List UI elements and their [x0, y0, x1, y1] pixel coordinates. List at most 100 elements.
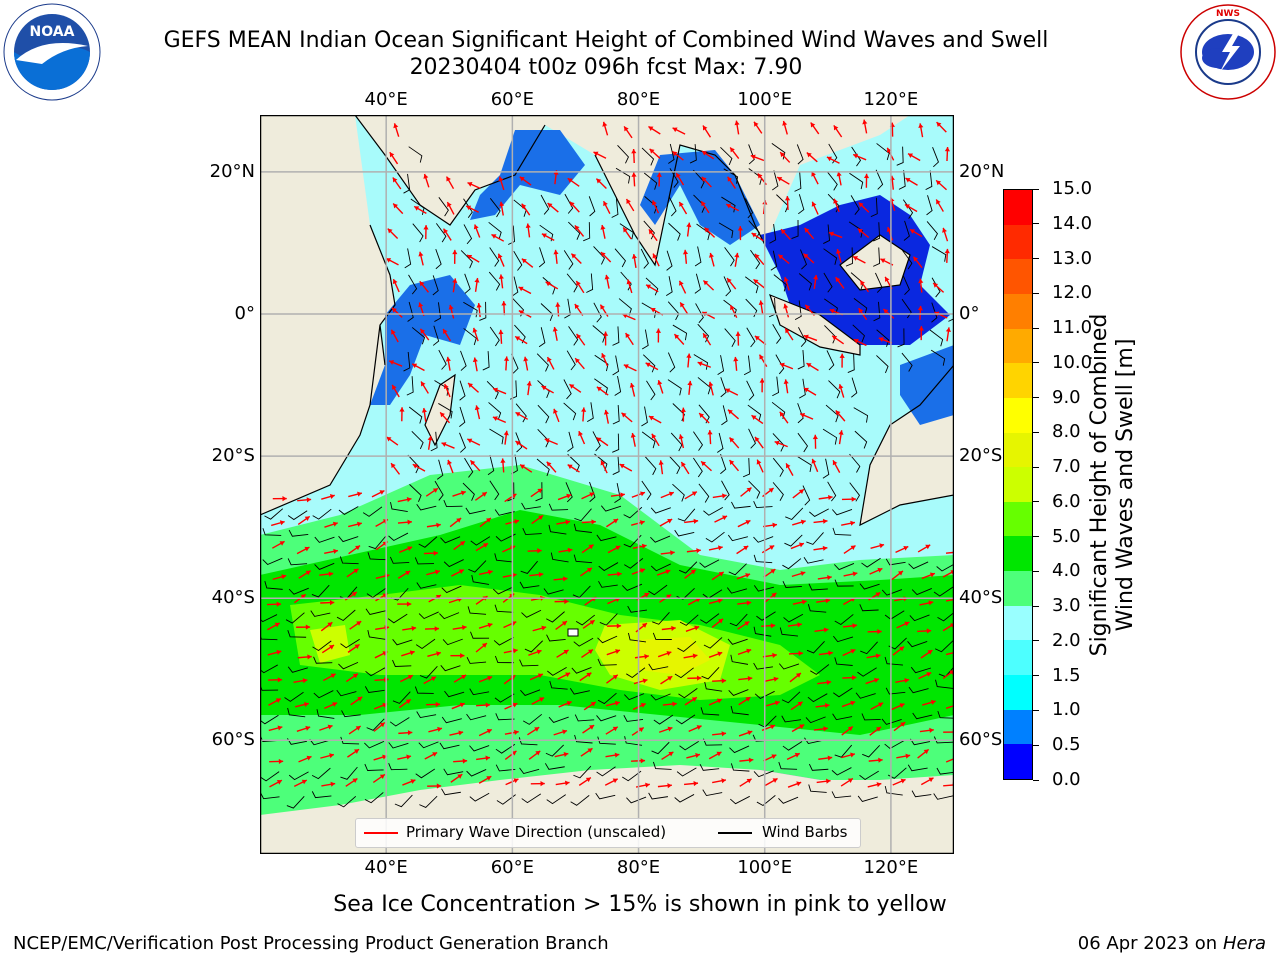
wind-barb — [784, 534, 803, 547]
wave-direction-arrowhead — [880, 258, 886, 264]
wind-barb — [668, 455, 681, 475]
wind-barb — [406, 376, 414, 396]
wind-barb — [366, 718, 385, 731]
wave-direction-arrowhead — [487, 675, 493, 681]
wind-barb — [717, 432, 724, 453]
wave-direction-arrowhead — [877, 567, 883, 573]
footer-date: 06 Apr 2023 on Hera — [1078, 933, 1266, 954]
wave-direction-arrowhead — [327, 622, 333, 627]
wave-direction-arrowhead — [695, 597, 701, 603]
wind-barb — [833, 635, 854, 643]
wave-direction-arrowhead — [576, 333, 582, 339]
wind-barb — [642, 354, 656, 373]
wind-barb — [544, 763, 565, 770]
wind-barb — [720, 453, 727, 475]
colorbar-tick-mark — [1033, 744, 1039, 746]
wind-barb — [627, 605, 647, 613]
wind-barb — [469, 745, 490, 752]
colorbar-segment — [1004, 709, 1032, 745]
wave-direction-arrowhead — [886, 227, 892, 233]
wind-barb — [852, 324, 865, 343]
wave-direction-arrowhead — [585, 777, 591, 783]
colorbar-tick-label: 4.0 — [1052, 560, 1081, 582]
wave-direction-arrowhead — [399, 407, 405, 412]
wave-direction-arrowhead — [462, 758, 468, 764]
wave-direction-arrowhead — [566, 493, 572, 499]
colorbar-segment — [1004, 190, 1032, 226]
wave-direction-arrowhead — [279, 541, 285, 546]
wave-direction-arrowhead — [721, 731, 727, 737]
wave-direction-arrowhead — [332, 702, 338, 707]
wave-direction-arrowhead — [652, 200, 657, 206]
wind-barb — [511, 276, 519, 297]
colorbar-tick-label: 15.0 — [1052, 178, 1093, 199]
coastline-australia — [859, 364, 954, 527]
wave-direction-arrowhead — [391, 463, 396, 469]
wave-direction-arrowhead — [773, 676, 779, 682]
lat-tick-left: 20°S — [211, 445, 255, 467]
wave-direction-arrowhead — [703, 280, 709, 286]
wind-barb — [701, 666, 720, 680]
wave-direction-arrowhead — [537, 673, 543, 679]
wave-direction-arrowhead — [405, 570, 411, 576]
wind-barb — [808, 784, 827, 793]
wave-direction-arrowhead — [678, 434, 684, 440]
wind-barb — [936, 767, 954, 775]
wave-direction-arrowhead — [630, 432, 636, 438]
wave-direction-arrowhead — [641, 623, 647, 628]
wind-barb — [482, 351, 490, 371]
wind-barb — [831, 767, 852, 776]
wave-direction-arrowhead — [587, 748, 593, 753]
wind-barb — [724, 247, 735, 267]
wave-direction-arrowhead — [614, 752, 620, 758]
wind-barb — [548, 524, 567, 535]
wave-direction-arrowhead — [927, 650, 933, 655]
noaa-logo: NOAA — [2, 2, 102, 102]
wave-direction-arrowhead — [702, 125, 708, 131]
wave-direction-arrowhead — [386, 258, 392, 263]
wave-direction-arrowhead — [850, 700, 856, 706]
wind-barb — [287, 630, 307, 638]
wave-direction-arrowhead — [545, 281, 551, 287]
wave-direction-arrowhead — [852, 623, 857, 629]
wave-direction-arrowhead — [676, 173, 681, 179]
wind-barb — [611, 198, 619, 218]
wave-direction-arrowhead — [757, 173, 763, 179]
wave-direction-arrow — [943, 784, 954, 787]
colorbar-segment — [1004, 432, 1032, 468]
wave-direction-arrowhead — [667, 518, 673, 524]
colorbar-tick-mark — [1033, 397, 1039, 399]
wind-barb — [598, 580, 618, 588]
wave-direction-arrowhead — [589, 725, 595, 730]
wind-barb — [794, 172, 802, 192]
wave-direction-arrowhead — [357, 491, 362, 497]
wind-barb — [419, 665, 438, 679]
wind-barb — [515, 432, 523, 453]
wind-barb — [311, 584, 330, 598]
wave-direction-arrowhead — [832, 335, 838, 341]
wind-barb — [568, 326, 579, 346]
lon-tick-bottom: 120°E — [863, 857, 919, 878]
wave-direction-arrowhead — [665, 569, 671, 575]
wave-direction-arrowhead — [797, 701, 803, 707]
wind-barb — [798, 194, 805, 215]
wind-barb — [368, 536, 386, 550]
wind-barb — [438, 349, 447, 370]
colorbar-tick-mark — [1033, 779, 1039, 781]
wind-barb — [411, 430, 424, 450]
wave-direction-arrowhead — [553, 408, 558, 414]
wave-direction-arrowhead — [614, 700, 620, 706]
wind-barb — [389, 717, 410, 727]
colorbar-tick-label: 2.0 — [1052, 629, 1081, 651]
wind-barb — [338, 661, 359, 670]
colorbar-tick-mark — [1033, 570, 1039, 572]
wind-barb — [612, 405, 620, 425]
wind-barb — [876, 355, 889, 374]
colorbar-tick-label: 11.0 — [1052, 317, 1093, 339]
wind-barb — [264, 508, 284, 520]
wave-direction-arrowhead — [658, 460, 664, 465]
wave-direction-arrowhead — [795, 673, 801, 678]
wave-direction-arrowhead — [743, 545, 749, 551]
wave-direction-arrowhead — [644, 592, 650, 598]
colorbar-tick-label: 13.0 — [1052, 247, 1093, 269]
